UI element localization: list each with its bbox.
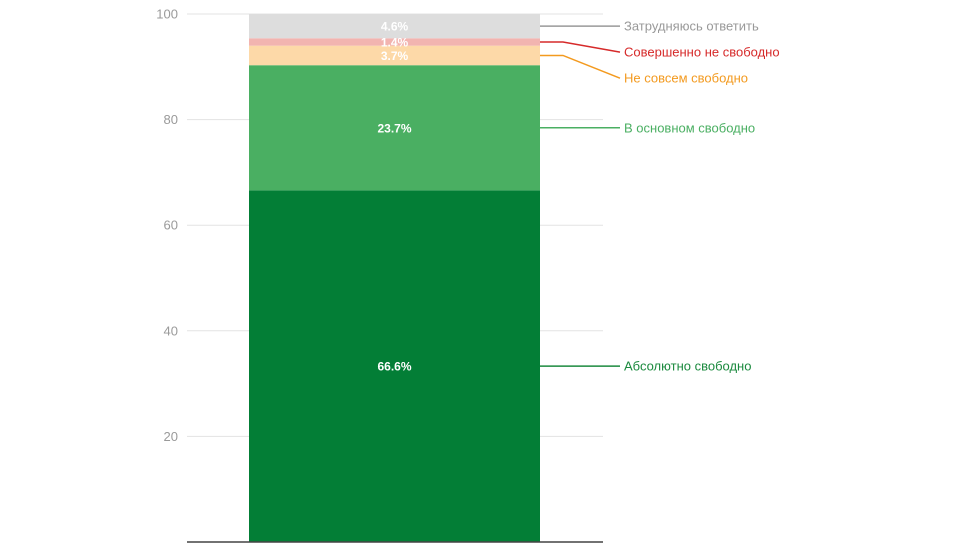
legend-label: Абсолютно свободно [624,359,751,374]
legend-label: Затрудняюсь ответить [624,19,759,34]
legend-leader-line [540,54,621,79]
y-tick-label: 20 [164,429,178,444]
legend-label: В основном свободно [624,120,755,135]
bar-segment [249,14,540,39]
legend-leader-line [540,41,621,53]
segment-labels: 66.6% 23.7% 3.7%1.4%4.6% [377,20,411,374]
y-tick-label: 80 [164,112,178,127]
y-tick-label: 40 [164,323,178,338]
y-tick-label: 100 [156,7,178,22]
bar-segment [249,38,540,46]
bar-segment [249,65,540,191]
segment-value-label: 66.6% [377,360,411,374]
segment-value-label: 4.6% [381,20,409,34]
segment-value-label: 23.7% [377,121,411,135]
y-tick-label: 60 [164,218,178,233]
segment-value-label: 3.7% [381,49,409,63]
bar-segments [249,14,540,543]
segment-value-label: 1.4% [381,35,409,49]
bar-segment [249,190,540,543]
legend-label: Не совсем свободно [624,71,748,86]
y-axis-ticks: 20 40 60 80 100 [156,7,178,444]
bar-segment [249,45,540,66]
legend: Абсолютно свободно В основном свободно Не … [540,19,780,374]
legend-label: Совершенно не свободно [624,45,780,60]
